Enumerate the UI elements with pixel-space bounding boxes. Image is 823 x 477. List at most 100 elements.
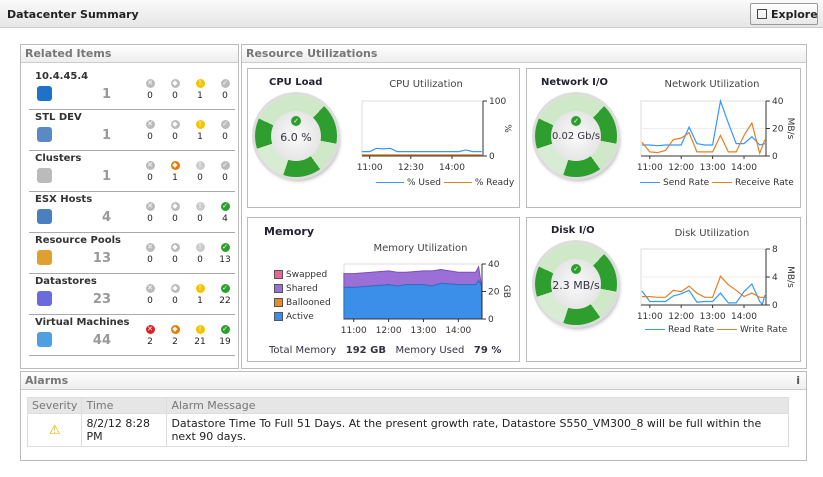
explore-button[interactable]: Explore xyxy=(750,3,818,25)
network-gauge: ✓ 0.02 Gb/s xyxy=(535,95,617,177)
network-value: 0.02 Gb/s xyxy=(551,131,601,142)
network-legend: Send Rate Receive Rate xyxy=(640,178,794,188)
cluster-icon xyxy=(37,168,52,183)
related-item[interactable]: Resource Pools 13 ✕ 0 ◆ 0 ! 0 ✓ 13 xyxy=(29,233,235,274)
related-item[interactable]: Datastores 23 ✕ 0 ◆ 0 ! 1 ✓ 22 xyxy=(29,274,235,315)
status-critical-icon[interactable]: ✕ 0 xyxy=(145,202,155,224)
ok-icon: ✓ xyxy=(220,161,230,170)
related-item[interactable]: STL DEV 1 ✕ 0 ◆ 0 ! 1 ✓ 0 xyxy=(29,110,235,151)
ok-icon: ✓ xyxy=(220,202,230,211)
status-warning-icon[interactable]: ! 0 xyxy=(195,161,205,183)
status-fatal-icon[interactable]: ◆ 0 xyxy=(170,284,180,306)
status-critical-icon[interactable]: ✕ 0 xyxy=(145,161,155,183)
related-item[interactable]: Virtual Machines 44 ✕ 2 ◆ 2 ! 21 ✓ 19 xyxy=(29,315,235,356)
status-ok-icon[interactable]: ✓ 22 xyxy=(219,284,231,306)
related-item[interactable]: 10.4.45.4 1 ✕ 0 ◆ 0 ! 1 ✓ 0 xyxy=(29,69,235,110)
fatal-icon: ◆ xyxy=(170,202,180,211)
status-ok-icon[interactable]: ✓ 4 xyxy=(220,202,230,224)
status-critical-icon[interactable]: ✕ 2 xyxy=(145,325,155,347)
warning-icon: ! xyxy=(195,120,205,129)
item-count: 1 xyxy=(101,87,111,102)
status-fatal-icon[interactable]: ◆ 0 xyxy=(170,120,180,142)
warning-icon: ! xyxy=(195,325,205,334)
y-tick-label: 0 xyxy=(772,152,778,162)
y-tick-label: 8 xyxy=(772,245,778,255)
y-tick-label: 20 xyxy=(772,125,784,135)
item-count: 44 xyxy=(92,333,111,348)
status-fatal-icon[interactable]: ◆ 1 xyxy=(170,161,180,183)
status-fatal-icon[interactable]: ◆ 0 xyxy=(170,243,180,265)
memory-used-value: 79 % xyxy=(473,345,502,356)
x-tick-label: 12:00 xyxy=(668,163,694,173)
status-critical-icon[interactable]: ✕ 0 xyxy=(145,79,155,101)
status-ok-icon[interactable]: ✓ 19 xyxy=(219,325,231,347)
alarm-time: 8/2/12 8:28 PM xyxy=(81,413,168,447)
warning-icon: ⚠ xyxy=(48,422,61,438)
status-fatal-icon[interactable]: ◆ 2 xyxy=(170,325,180,347)
status-ok-icon[interactable]: ✓ 0 xyxy=(220,120,230,142)
x-tick-label: 11:00 xyxy=(341,326,367,336)
critical-icon: ✕ xyxy=(145,79,155,88)
warning-icon: ! xyxy=(195,79,205,88)
related-item[interactable]: ESX Hosts 4 ✕ 0 ◆ 0 ! 0 ✓ 4 xyxy=(29,192,235,233)
status-ok-icon[interactable]: ✓ 0 xyxy=(220,161,230,183)
info-icon[interactable]: i xyxy=(796,374,800,387)
y-axis-label: % xyxy=(502,124,512,133)
disk-value: 2.3 MB/s xyxy=(552,279,600,292)
status-ok-icon[interactable]: ✓ 0 xyxy=(220,79,230,101)
status-fatal-icon[interactable]: ◆ 0 xyxy=(170,202,180,224)
cpu-gauge: ✓ 6.0 % xyxy=(255,95,337,177)
item-name: STL DEV xyxy=(35,112,82,123)
col-severity[interactable]: Severity xyxy=(26,397,83,414)
cpu-legend: % Used % Ready xyxy=(376,178,514,188)
memory-title: Memory xyxy=(264,225,315,238)
fatal-icon: ◆ xyxy=(170,161,180,170)
status-warning-icon[interactable]: ! 1 xyxy=(195,284,205,306)
y-tick-label: 20 xyxy=(488,288,500,298)
item-count: 4 xyxy=(101,210,111,225)
resource-utilizations-title: Resource Utilizations xyxy=(242,45,806,63)
disk-chart-title: Disk Utilization xyxy=(674,228,750,239)
col-message[interactable]: Alarm Message xyxy=(166,397,789,414)
critical-icon: ✕ xyxy=(145,202,155,211)
status-critical-icon[interactable]: ✕ 0 xyxy=(145,284,155,306)
status-ok-icon[interactable]: ✓ 13 xyxy=(219,243,231,265)
explore-icon xyxy=(757,9,767,19)
ok-icon: ✓ xyxy=(220,284,230,293)
cpu-card: CPU Load ✓ 6.0 % CPU Utilization 100 0 11:0… xyxy=(247,68,520,208)
x-tick-label: 11:00 xyxy=(357,163,383,173)
series-line-read-rate xyxy=(641,282,766,306)
series-line--used xyxy=(361,147,482,153)
datastore-icon xyxy=(37,291,52,306)
item-name: Clusters xyxy=(35,153,82,164)
cpu-value: 6.0 % xyxy=(280,131,312,144)
col-time[interactable]: Time xyxy=(81,397,168,414)
legend-active: Active xyxy=(274,312,314,322)
status-warning-icon[interactable]: ! 21 xyxy=(194,325,206,347)
x-tick-label: 13:00 xyxy=(700,312,726,322)
legend-ballooned: Ballooned xyxy=(274,298,331,308)
memory-summary: Total Memory 192 GB Memory Used 79 % xyxy=(269,345,502,356)
warning-icon: ! xyxy=(195,161,205,170)
ok-icon: ✓ xyxy=(291,116,301,126)
x-tick-label: 12:00 xyxy=(376,326,402,336)
x-tick-label: 13:00 xyxy=(410,326,436,336)
status-warning-icon[interactable]: ! 0 xyxy=(195,202,205,224)
related-item[interactable]: Clusters 1 ✕ 0 ◆ 1 ! 0 ✓ 0 xyxy=(29,151,235,192)
fatal-icon: ◆ xyxy=(170,284,180,293)
table-row[interactable]: ⚠ 8/2/12 8:28 PM Datastore Time To Full 51… xyxy=(26,413,789,447)
item-name: Datastores xyxy=(35,276,97,287)
x-tick-label: 12:00 xyxy=(668,312,694,322)
ok-icon: ✓ xyxy=(220,243,230,252)
cpu-title: CPU Load xyxy=(269,77,323,88)
status-warning-icon[interactable]: ! 1 xyxy=(195,120,205,142)
status-fatal-icon[interactable]: ◆ 0 xyxy=(170,79,180,101)
y-tick-label: 4 xyxy=(772,273,778,283)
alarm-message: Datastore Time To Full 51 Days. At the p… xyxy=(166,413,789,447)
status-warning-icon[interactable]: ! 0 xyxy=(195,243,205,265)
page-title: Datacenter Summary xyxy=(7,8,139,21)
fatal-icon: ◆ xyxy=(170,243,180,252)
status-critical-icon[interactable]: ✕ 0 xyxy=(145,243,155,265)
status-critical-icon[interactable]: ✕ 0 xyxy=(145,120,155,142)
status-warning-icon[interactable]: ! 1 xyxy=(195,79,205,101)
